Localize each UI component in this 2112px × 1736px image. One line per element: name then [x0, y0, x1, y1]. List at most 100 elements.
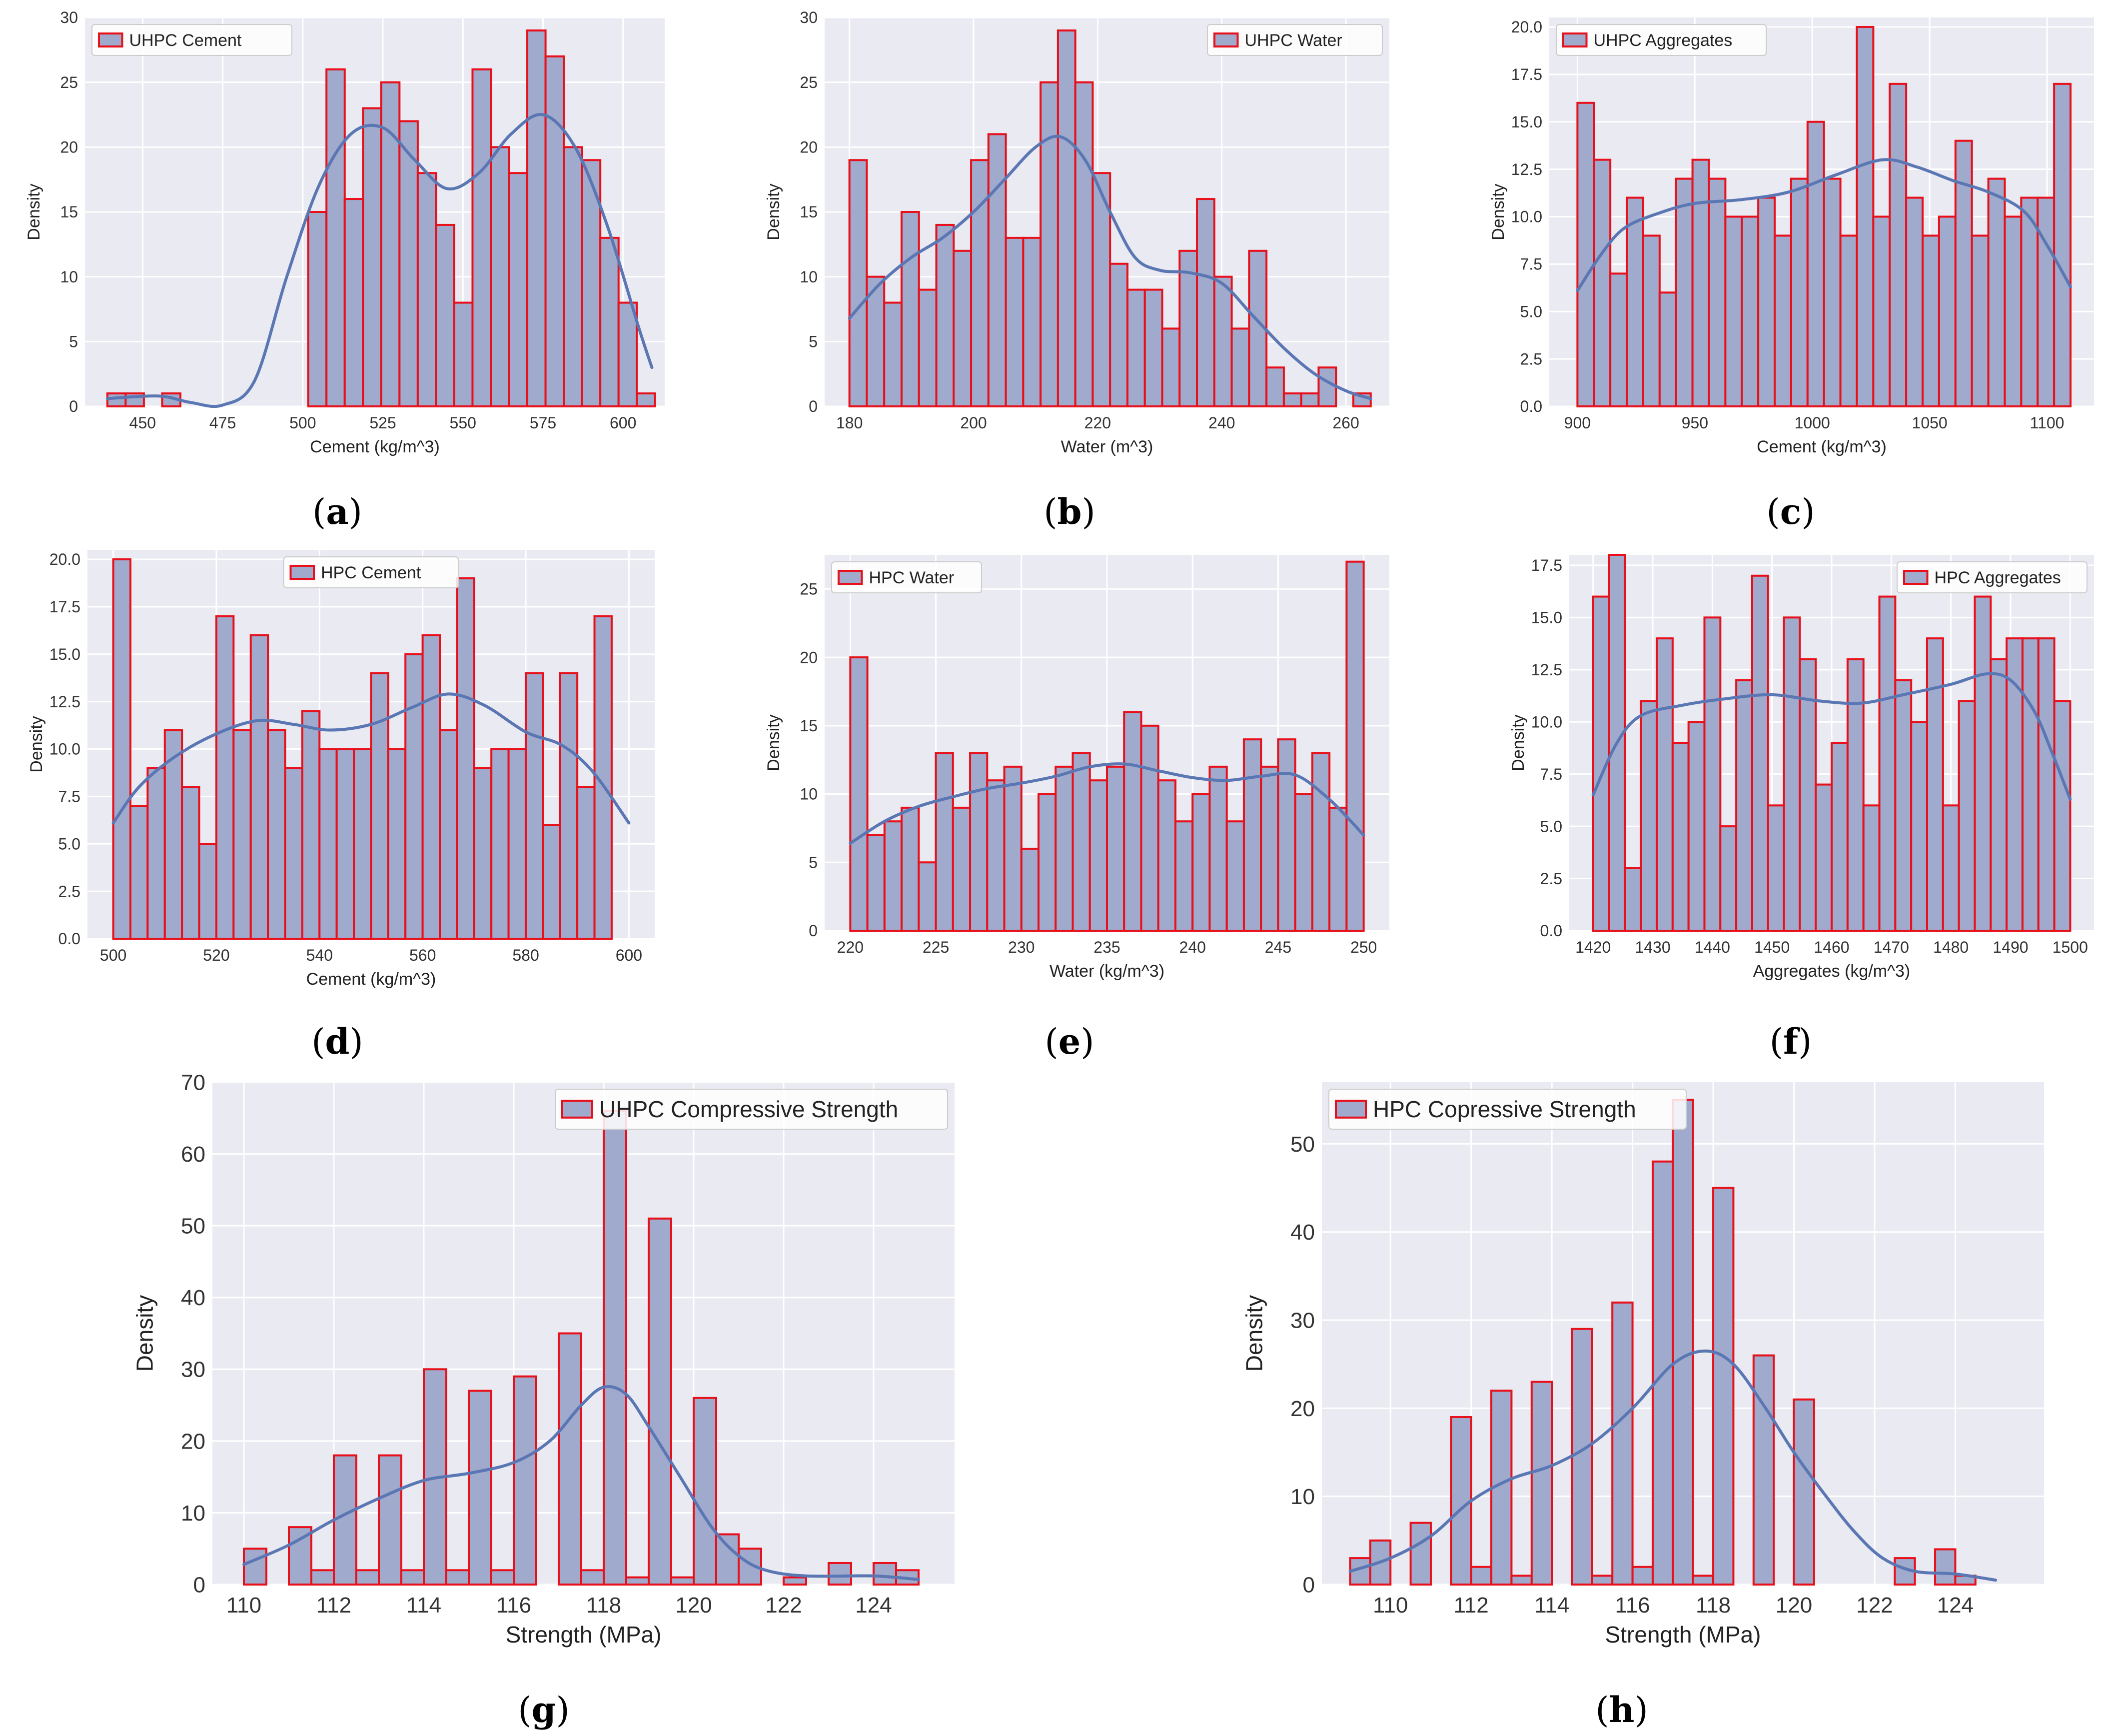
histogram-bar	[580, 1569, 605, 1586]
legend: UHPC Water	[1207, 24, 1383, 56]
histogram-bar	[1735, 679, 1753, 932]
histogram-bar	[1140, 724, 1159, 932]
histogram-bar	[918, 861, 937, 932]
kde-curve	[111, 692, 631, 825]
histogram-bar	[1757, 196, 1776, 407]
y-tick-label: 7.5	[1540, 765, 1562, 783]
x-tick-label: 1050	[1912, 414, 1948, 432]
histogram-bar	[325, 68, 346, 407]
panel-letter: e	[1058, 1021, 1081, 1062]
y-tick-label: 0.0	[58, 930, 80, 948]
histogram-bar	[828, 1562, 852, 1586]
x-tick-label: 500	[289, 414, 316, 432]
x-tick-label: 450	[129, 414, 156, 432]
histogram-bar	[378, 1454, 402, 1586]
x-tick-label: 122	[1856, 1593, 1893, 1618]
y-axis-label: Density	[764, 183, 783, 240]
legend-swatch	[1903, 569, 1929, 585]
histogram-bar	[355, 1569, 380, 1586]
y-tick-label: 20	[181, 1429, 205, 1454]
legend-label: UHPC Water	[1245, 31, 1342, 50]
x-tick-label: 124	[1937, 1593, 1974, 1618]
histogram-bar	[1260, 765, 1279, 932]
kde-curve	[1348, 1349, 1998, 1582]
histogram-bar	[468, 1390, 492, 1586]
x-tick-label: 1460	[1814, 938, 1849, 956]
histogram-bar	[387, 748, 407, 940]
y-axis-label: Density	[1241, 1295, 1267, 1372]
y-tick-label: 70	[181, 1070, 205, 1095]
x-tick-label: 1100	[2030, 414, 2065, 432]
histogram-bar	[1345, 560, 1365, 932]
y-axis-label: Density	[1509, 714, 1528, 771]
histogram-bar	[969, 752, 989, 932]
histogram-bar	[335, 748, 355, 940]
histogram-bar	[1450, 1416, 1472, 1586]
y-tick-label: 5	[809, 333, 818, 351]
panel-caption: (f)	[1770, 1021, 1812, 1062]
histogram-bar	[1839, 234, 1858, 407]
histogram-bar	[1831, 742, 1849, 932]
y-tick-label: 0	[193, 1573, 205, 1597]
x-tick-label: 114	[406, 1593, 441, 1618]
y-tick-label: 5	[809, 853, 818, 871]
histogram-bar	[2020, 196, 2039, 407]
histogram-bar	[544, 55, 565, 408]
histogram-bar	[1691, 158, 1710, 407]
histogram-bar	[181, 786, 200, 940]
histogram-bar	[1609, 272, 1628, 408]
x-tick-label: 225	[923, 938, 949, 956]
y-axis-label: Density	[24, 183, 43, 240]
histogram-bar	[1987, 177, 2006, 407]
histogram-bar	[1724, 215, 1743, 407]
histogram-bar	[1196, 198, 1215, 407]
histogram-bar	[1317, 366, 1337, 408]
histogram-bar	[400, 1569, 425, 1586]
histogram-bar	[1846, 658, 1865, 932]
y-tick-label: 17.5	[1531, 556, 1562, 574]
y-tick-label: 17.5	[49, 598, 80, 616]
histogram-bar	[1003, 765, 1023, 932]
histogram-bar	[1470, 1566, 1493, 1586]
histogram-bar	[1409, 1522, 1432, 1586]
histogram-bar	[1671, 742, 1690, 932]
histogram-bar	[1576, 101, 1595, 407]
panel-caption: (e)	[1045, 1021, 1094, 1062]
panel-letter: g	[532, 1689, 556, 1731]
histogram-bar	[935, 223, 955, 407]
histogram-bar	[1591, 1575, 1614, 1586]
histogram-bar	[1974, 595, 1992, 932]
histogram-bar	[715, 1533, 740, 1586]
kde-curve	[105, 113, 654, 408]
histogram-bar	[542, 824, 561, 940]
histogram-bar	[1783, 616, 1801, 932]
legend: HPC Cement	[283, 556, 459, 588]
legend-swatch	[98, 32, 123, 48]
y-tick-label: 5.0	[1540, 817, 1562, 835]
x-tick-label: 950	[1682, 414, 1708, 432]
histogram-bar	[1878, 595, 1897, 932]
histogram-bar	[507, 748, 527, 940]
histogram-bar	[129, 805, 149, 940]
y-tick-label: 15	[800, 717, 818, 735]
histogram-bar	[353, 748, 372, 940]
histogram-bar	[1774, 234, 1792, 407]
y-tick-label: 50	[181, 1214, 205, 1239]
kde-curve	[1576, 158, 2072, 292]
x-tick-label: 560	[409, 946, 436, 964]
histogram-bar	[1958, 700, 1976, 932]
histogram-bar	[901, 806, 920, 932]
legend-swatch	[1335, 1100, 1367, 1119]
x-tick-label: 525	[369, 414, 396, 432]
panel-caption: (c)	[1766, 491, 1815, 532]
x-tick-label: 1430	[1635, 938, 1670, 956]
histogram-bar	[1862, 804, 1881, 932]
y-tick-label: 17.5	[1511, 65, 1542, 83]
legend-label: UHPC Aggregates	[1594, 31, 1733, 50]
y-tick-label: 12.5	[1531, 661, 1562, 679]
panel-caption: (a)	[312, 491, 362, 532]
chart-a: 450 475 500 525 550 575 600 0 5 10 15 20 25 30 Cement …	[24, 8, 665, 532]
x-axis-label: Cement (kg/m^3)	[1757, 437, 1887, 456]
y-tick-label: 20	[1290, 1397, 1315, 1421]
histogram-bar	[1191, 793, 1211, 932]
